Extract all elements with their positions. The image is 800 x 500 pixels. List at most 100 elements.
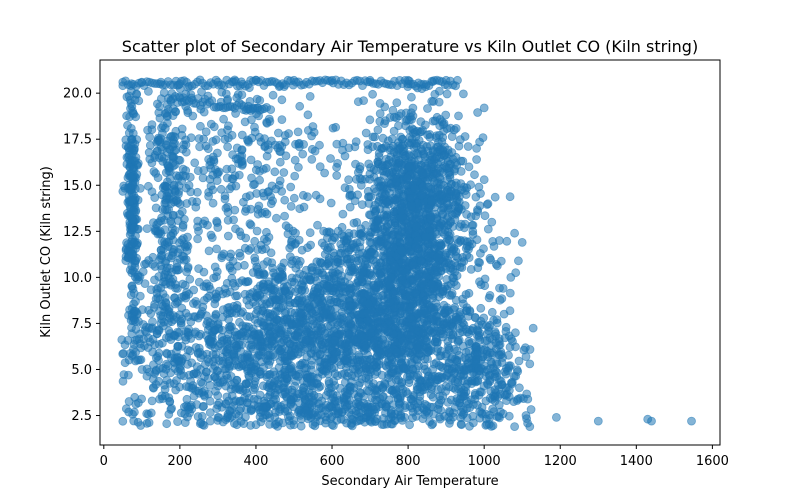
scatter-point — [204, 187, 214, 197]
scatter-point — [286, 201, 296, 211]
scatter-point — [156, 216, 166, 226]
scatter-point — [349, 242, 359, 252]
scatter-point — [450, 158, 460, 168]
scatter-point — [383, 276, 392, 286]
scatter-point — [172, 258, 182, 268]
scatter-point — [377, 291, 387, 301]
scatter-point — [204, 334, 214, 344]
scatter-point — [134, 272, 143, 282]
scatter-point — [315, 315, 325, 325]
scatter-point — [163, 211, 173, 221]
scatter-point — [129, 339, 139, 349]
scatter-point — [417, 190, 426, 200]
scatter-point — [147, 396, 157, 406]
scatter-point — [480, 211, 490, 221]
scatter-point — [355, 319, 365, 329]
scatter-point — [435, 317, 444, 327]
scatter-point — [326, 154, 335, 163]
scatter-point — [461, 290, 471, 299]
scatter-point — [427, 159, 437, 169]
scatter-point — [453, 238, 463, 248]
scatter-point — [209, 273, 219, 283]
scatter-point — [492, 315, 502, 325]
scatter-point — [250, 236, 260, 246]
scatter-point — [225, 263, 235, 273]
scatter-point — [526, 405, 536, 414]
scatter-point — [277, 338, 287, 348]
scatter-point — [441, 381, 451, 391]
scatter-point — [482, 321, 492, 331]
scatter-point — [264, 114, 274, 124]
scatter-point — [444, 200, 454, 210]
scatter-point — [450, 376, 460, 386]
scatter-point — [292, 331, 302, 340]
scatter-point — [303, 343, 313, 353]
scatter-point — [258, 306, 268, 316]
scatter-point — [504, 350, 513, 360]
scatter-point — [301, 295, 311, 304]
scatter-point — [340, 183, 350, 193]
scatter-point — [206, 230, 216, 240]
scatter-point — [152, 99, 162, 109]
scatter-point — [473, 350, 482, 360]
scatter-point — [202, 311, 211, 321]
scatter-point — [421, 272, 431, 282]
scatter-point — [146, 309, 156, 318]
scatter-point — [212, 244, 222, 254]
scatter-point — [271, 213, 281, 223]
scatter-point — [172, 195, 182, 205]
scatter-point — [195, 142, 205, 152]
scatter-point — [213, 391, 223, 401]
scatter-point — [374, 176, 383, 186]
scatter-point — [236, 231, 246, 241]
scatter-point — [227, 273, 237, 283]
scatter-point — [250, 179, 259, 189]
scatter-point — [380, 312, 390, 322]
scatter-point — [169, 139, 179, 149]
scatter-point — [221, 381, 231, 391]
scatter-point — [295, 269, 305, 279]
scatter-point — [363, 290, 373, 300]
scatter-point — [370, 132, 380, 142]
scatter-point — [421, 336, 431, 346]
scatter-point — [306, 360, 316, 370]
scatter-point — [298, 149, 308, 159]
scatter-point — [446, 330, 456, 340]
scatter-point — [169, 152, 179, 162]
scatter-point — [379, 322, 389, 332]
scatter-point — [382, 263, 392, 273]
scatter-point — [278, 293, 288, 303]
scatter-point — [212, 216, 222, 226]
scatter-point — [412, 355, 422, 365]
scatter-point — [152, 329, 162, 339]
scatter-point — [218, 356, 228, 366]
scatter-point — [464, 336, 474, 346]
scatter-point — [219, 114, 229, 124]
scatter-point — [483, 380, 493, 389]
scatter-point — [128, 128, 138, 138]
scatter-point — [156, 311, 166, 320]
scatter-point — [446, 186, 456, 196]
scatter-point — [305, 275, 315, 285]
scatter-point — [198, 173, 208, 183]
scatter-point — [392, 98, 402, 108]
scatter-point — [471, 192, 481, 202]
scatter-point — [150, 369, 160, 378]
scatter-point — [423, 104, 432, 113]
scatter-point — [420, 306, 429, 316]
scatter-point — [167, 244, 177, 254]
scatter-point — [506, 334, 516, 344]
scatter-point — [143, 87, 153, 96]
scatter-point — [130, 156, 140, 166]
scatter-point — [175, 382, 185, 392]
scatter-point — [420, 384, 430, 394]
scatter-point — [458, 299, 468, 309]
scatter-point — [176, 370, 186, 380]
scatter-point — [321, 305, 331, 315]
scatter-point — [127, 249, 137, 259]
scatter-point — [192, 362, 202, 372]
scatter-point — [253, 341, 263, 351]
scatter-point — [243, 276, 253, 286]
scatter-point — [182, 267, 192, 277]
scatter-point — [471, 359, 481, 369]
